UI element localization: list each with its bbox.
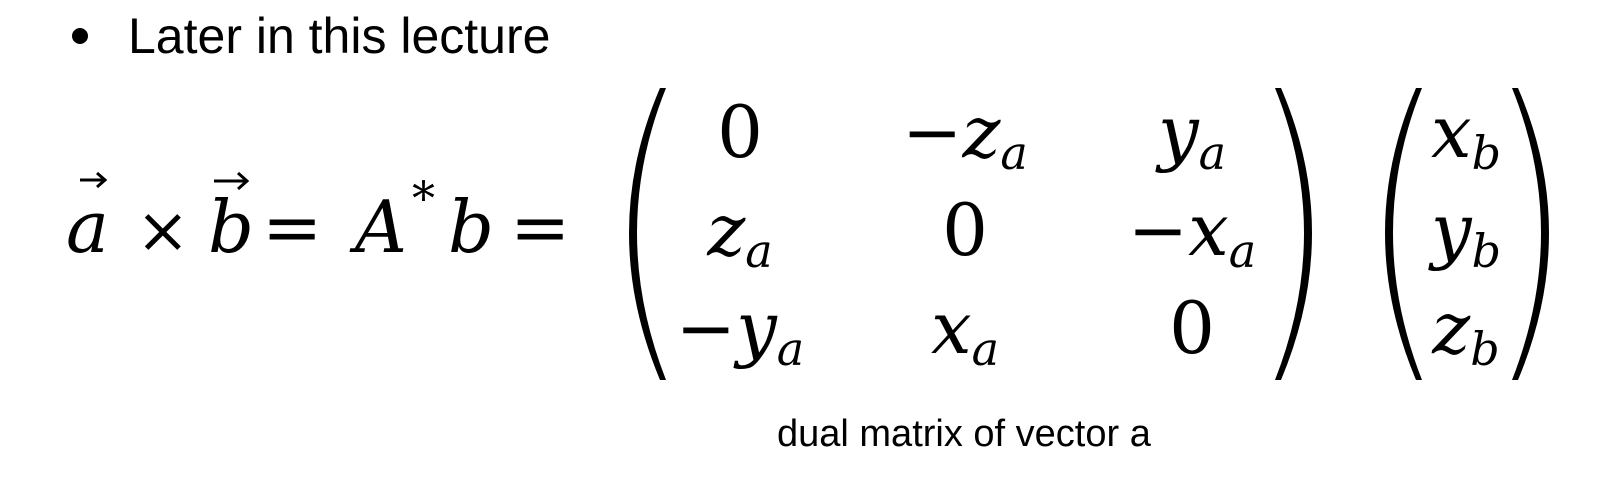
matrix-cell: −xa [1128,188,1256,278]
vector-arrow-icon [80,171,108,189]
b-symbol: b [448,185,494,269]
matrix-right-paren [1275,88,1312,380]
star-superscript: * [412,171,435,225]
bullet-item: Later in this lecture [72,4,550,68]
vector-right-paren [1512,88,1549,380]
matrix-A-symbol: A [349,185,407,269]
matrix-cell: 0 [717,90,763,174]
matrix-cell: ya [1155,90,1226,180]
equals-sign: = [262,185,322,269]
equals-sign: = [510,185,570,269]
matrix-cell: −ya [676,286,804,376]
bullet-text: Later in this lecture [128,8,551,64]
matrix-cell: −za [902,90,1028,180]
matrix-cell: 0 [1169,286,1215,370]
vector-arrow-icon [214,171,250,191]
matrix-cell: xa [931,286,999,376]
bullet-dot-icon [72,28,88,44]
vector-left-paren [1385,88,1422,380]
cross-operator: × [136,194,190,268]
matrix-caption: dual matrix of vector a [777,413,1151,455]
vector-a-symbol: a [66,185,109,269]
vector-entry: xb [1431,90,1501,180]
vector-entry: yb [1428,188,1501,278]
vector-entry: zb [1431,286,1499,376]
matrix-cell: za [706,188,772,278]
vector-b-symbol: b [208,185,254,269]
equation-lhs: a × b = A * b = [66,171,570,269]
matrix-left-paren [629,88,666,380]
matrix-cell: 0 [942,188,988,272]
